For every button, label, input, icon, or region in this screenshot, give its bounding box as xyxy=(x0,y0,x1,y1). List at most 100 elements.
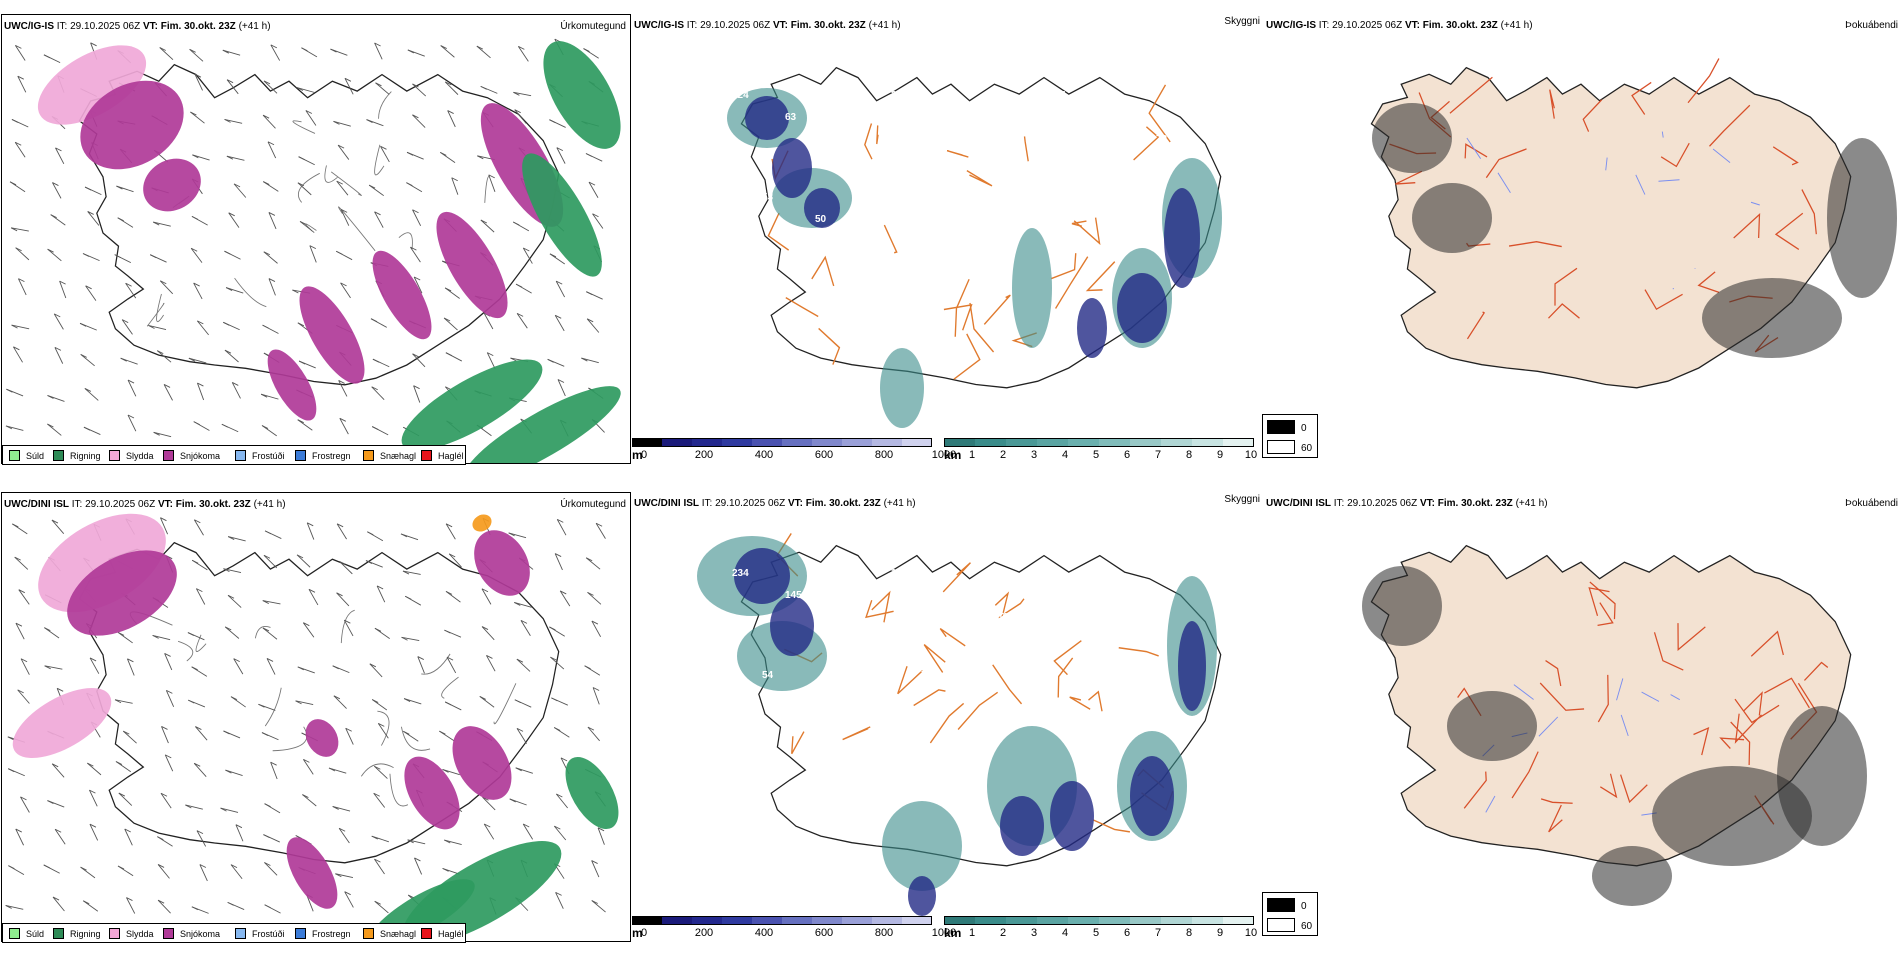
wind-barb xyxy=(402,570,421,575)
colorbar-segment xyxy=(692,438,722,447)
fog-area xyxy=(1652,766,1812,866)
wind-barb xyxy=(157,899,171,914)
wind-barb xyxy=(50,214,66,226)
wind-barb xyxy=(13,346,23,363)
wind-barb xyxy=(15,622,25,640)
colorbar-segment xyxy=(1099,916,1130,925)
wind-barb xyxy=(268,278,276,296)
fog-area xyxy=(1827,138,1897,298)
cloud-base-value: 121 xyxy=(1050,90,1067,101)
wind-barb xyxy=(262,600,281,605)
wind-barb xyxy=(446,656,457,674)
legend-swatch xyxy=(295,928,306,939)
wind-barb xyxy=(89,823,99,841)
it-value: 29.10.2025 06Z xyxy=(700,20,771,31)
cloud-base-area xyxy=(745,96,789,140)
legend-label: Haglél xyxy=(438,929,464,939)
vt-value: Fim. 30.okt. 23Z xyxy=(160,21,236,32)
wind-barb xyxy=(53,313,64,330)
wind-barb xyxy=(20,658,30,675)
wind-barb xyxy=(486,655,496,672)
cloud-base-colorbar: m 0 200 400 600 800 1000 xyxy=(632,916,956,942)
precip-area xyxy=(37,45,147,125)
precip-area xyxy=(463,386,621,463)
visibility-panel-title: UWC/DINI ISL IT: 29.10.2025 06Z VT: Fim.… xyxy=(634,498,916,510)
wind-barb xyxy=(87,762,102,776)
wind-barb xyxy=(597,827,605,845)
wind-barb xyxy=(295,700,314,705)
cloud-base-area xyxy=(1117,273,1167,343)
wind-barb xyxy=(513,91,532,97)
wind-barb xyxy=(270,762,278,780)
wind-barb xyxy=(164,653,173,671)
visibility-colorbar: km 1 2 3 4 5 6 7 8 9 10 xyxy=(944,916,1260,942)
cloud-base-area xyxy=(804,188,840,228)
wind-barb xyxy=(369,663,383,678)
wind-barb xyxy=(336,523,347,540)
wind-barb xyxy=(555,793,568,809)
fog-legend-item: 0 xyxy=(1267,898,1307,912)
wind-barb xyxy=(233,658,244,675)
vt-value: Fim. 30.okt. 23Z xyxy=(805,498,881,509)
vt-label: VT: xyxy=(142,21,158,32)
wind-barb xyxy=(445,591,461,603)
vt-label: VT: xyxy=(772,20,788,31)
wind-barb xyxy=(51,519,65,534)
wind-barb xyxy=(193,763,207,778)
lead-time: (+41 h) xyxy=(253,499,286,510)
wind-barb xyxy=(556,147,566,164)
wind-barb xyxy=(403,698,422,705)
cloud-base-value: 234 xyxy=(732,568,749,579)
wind-barb xyxy=(54,347,64,364)
cloud-base-value: 45 xyxy=(1133,214,1145,225)
wind-barb xyxy=(448,553,462,568)
colorbar-segment xyxy=(722,438,752,447)
visibility-map-canvas: 234 145 118 101 31 86 74 99 54 49 54 58 40 74 89 17 xyxy=(697,533,1222,916)
wind-barb xyxy=(343,619,354,637)
wind-barb xyxy=(374,211,384,228)
colorbar-segment xyxy=(1006,916,1037,925)
wind-barb xyxy=(401,636,420,642)
visibility-panel: UWC/DINI ISL IT: 29.10.2025 06Z VT: Fim.… xyxy=(632,492,1262,954)
cloud-base-value: 53 xyxy=(762,192,774,203)
colorbar-unit: m xyxy=(632,926,643,940)
colorbar-tick: 5 xyxy=(1092,927,1100,939)
model-name: UWC/DINI ISL xyxy=(1266,498,1331,509)
cloud-base-area xyxy=(1000,796,1044,856)
wind-barb xyxy=(89,789,98,807)
wind-barb xyxy=(522,823,534,840)
colorbar-tick: 1 xyxy=(968,449,976,461)
wind-barb xyxy=(127,414,137,432)
wind-barb xyxy=(585,557,601,570)
legend-label: Frostúði xyxy=(252,929,285,939)
wind-barb xyxy=(451,177,459,195)
wind-barb xyxy=(152,634,171,641)
wind-barb xyxy=(442,768,460,776)
cloud-base-area xyxy=(1164,188,1200,288)
wind-barb xyxy=(59,280,67,299)
wind-barb xyxy=(199,864,208,882)
colorbar-segment xyxy=(752,916,782,925)
wind-barb xyxy=(591,860,600,878)
visibility-map-canvas: 124 63 79 20 141 104 121 182 72 66 53 50 102 56 148 33 7… xyxy=(727,66,1222,428)
precip-area xyxy=(401,359,543,451)
precip-legend-item: Frostúði xyxy=(235,928,285,940)
visibility-panel: UWC/IG-IS IT: 29.10.2025 06Z VT: Fim. 30… xyxy=(632,14,1262,476)
wind-barb xyxy=(514,109,527,124)
wind-barb xyxy=(125,282,137,299)
it-value: 29.10.2025 06Z xyxy=(1347,498,1418,509)
wind-barb xyxy=(126,897,136,914)
wind-barb xyxy=(51,763,65,778)
wind-barb xyxy=(153,431,172,438)
precip-panel-title: UWC/DINI ISL IT: 29.10.2025 06Z VT: Fim.… xyxy=(4,499,286,511)
wind-barb xyxy=(303,759,314,775)
colorbar-segment xyxy=(1068,438,1099,447)
wind-barb xyxy=(266,658,276,675)
legend-swatch xyxy=(109,450,120,461)
wind-barb xyxy=(224,118,243,124)
precip-area xyxy=(299,286,365,384)
wind-barb xyxy=(592,687,600,705)
cloud-base-value: 74 xyxy=(921,670,933,681)
it-label: IT: xyxy=(1333,498,1345,509)
vt-label: VT: xyxy=(1419,498,1435,509)
